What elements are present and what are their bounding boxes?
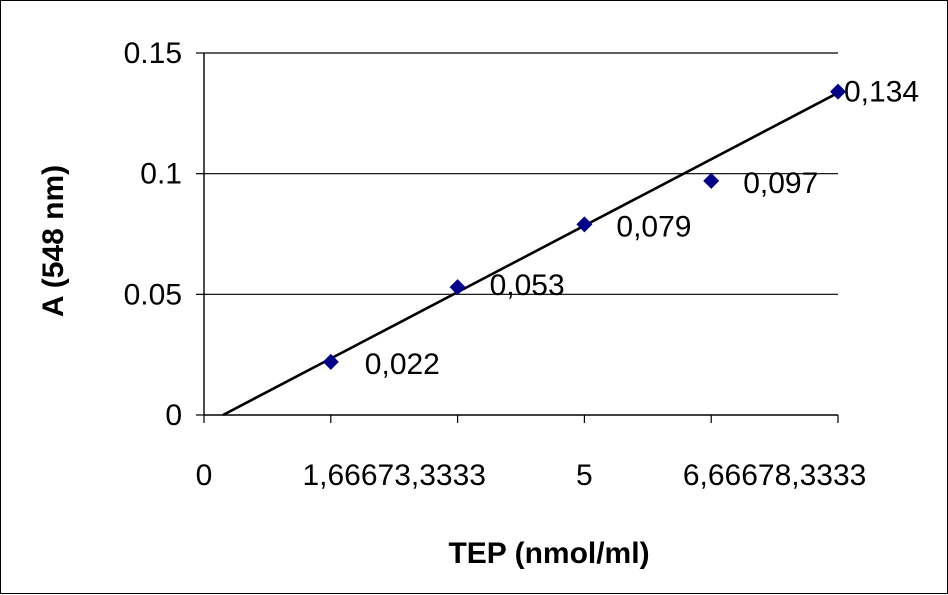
data-points (322, 83, 846, 370)
x-tick-labels: 0 1,66673,3333 5 6,66678,3333 (196, 459, 867, 492)
data-label: 0,079 (616, 210, 691, 243)
data-point (576, 216, 593, 233)
y-tick-label: 0 (165, 399, 182, 432)
x-tick-label: 5 (576, 459, 593, 492)
data-point (703, 172, 720, 189)
x-tick-label: 6,66678,3333 (683, 459, 867, 492)
x-axis-title: TEP (nmol/ml) (448, 537, 649, 570)
data-labels: 0,022 0,053 0,079 0,097 0,134 (365, 76, 919, 381)
y-tick-label: 0.15 (124, 37, 182, 70)
x-tick-label: 1,66673,3333 (302, 459, 486, 492)
linear-trendline (222, 91, 839, 417)
y-tick-label: 0.05 (124, 278, 182, 311)
data-point (322, 353, 339, 370)
x-tick-label: 0 (196, 459, 213, 492)
data-point (830, 83, 846, 100)
data-point (449, 279, 466, 296)
y-axis-title: A (548 nm) (37, 165, 70, 317)
data-label: 0,053 (490, 269, 565, 302)
axes (196, 52, 839, 423)
gridlines (204, 52, 838, 295)
data-label: 0,022 (365, 348, 440, 381)
data-label: 0,134 (844, 76, 919, 109)
data-label: 0,097 (743, 167, 818, 200)
trendline (222, 91, 839, 417)
y-tick-label: 0.1 (140, 158, 182, 191)
y-tick-labels: 0 0.05 0.1 0.15 (124, 37, 182, 432)
